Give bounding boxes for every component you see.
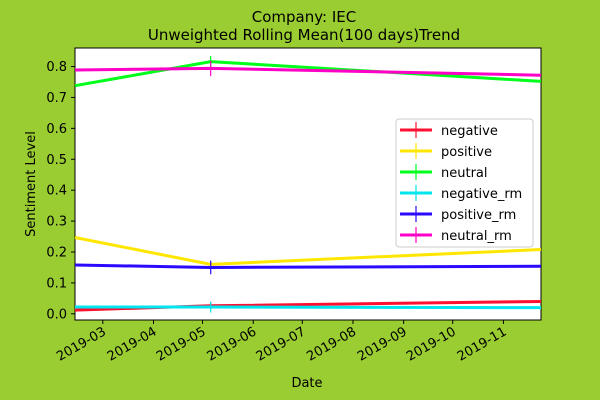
y-axis-label: Sentiment Level <box>24 131 39 237</box>
chart-subtitle: Unweighted Rolling Mean(100 days)Trend <box>148 26 460 44</box>
x-tick-label: 2019-03 <box>54 324 109 364</box>
x-tick-label: 2019-09 <box>355 324 410 364</box>
x-tick-label: 2019-10 <box>404 324 459 364</box>
chart-title: Company: IEC <box>252 8 356 26</box>
y-tick-label: 0.4 <box>46 184 67 199</box>
legend-label-positive: positive <box>441 145 492 160</box>
legend-label-neutral_rm: neutral_rm <box>441 229 512 244</box>
legend-label-positive_rm: positive_rm <box>441 208 516 223</box>
y-axis: 0.0 0.1 0.2 0.3 0.4 0.5 0.6 0.7 0.8 <box>46 60 75 322</box>
y-tick-label: 0.8 <box>46 60 67 75</box>
x-axis-label: Date <box>291 376 322 391</box>
y-tick-label: 0.7 <box>46 91 67 106</box>
x-tick-label: 2019-04 <box>105 324 160 364</box>
y-tick-label: 0.6 <box>46 122 67 137</box>
y-tick-label: 0.1 <box>46 276 67 291</box>
x-tick-label: 2019-06 <box>205 324 260 364</box>
series-line-negative_rm <box>75 307 541 308</box>
x-axis: 2019-032019-042019-052019-062019-072019-… <box>54 320 509 365</box>
legend: negative positive neutral negative_rmpositi… <box>396 119 533 247</box>
x-tick-label: 2019-08 <box>304 324 359 364</box>
y-tick-label: 0.0 <box>46 307 67 322</box>
legend-label-neutral: neutral <box>441 166 488 181</box>
x-tick-label: 2019-05 <box>154 324 209 364</box>
y-tick-label: 0.5 <box>46 153 67 168</box>
legend-label-negative: negative <box>441 124 498 139</box>
y-tick-label: 0.2 <box>46 246 67 261</box>
legend-label-negative_rm: negative_rm <box>441 187 522 202</box>
y-tick-label: 0.3 <box>46 215 67 230</box>
x-tick-label: 2019-11 <box>455 324 510 364</box>
x-tick-label: 2019-07 <box>254 324 309 364</box>
